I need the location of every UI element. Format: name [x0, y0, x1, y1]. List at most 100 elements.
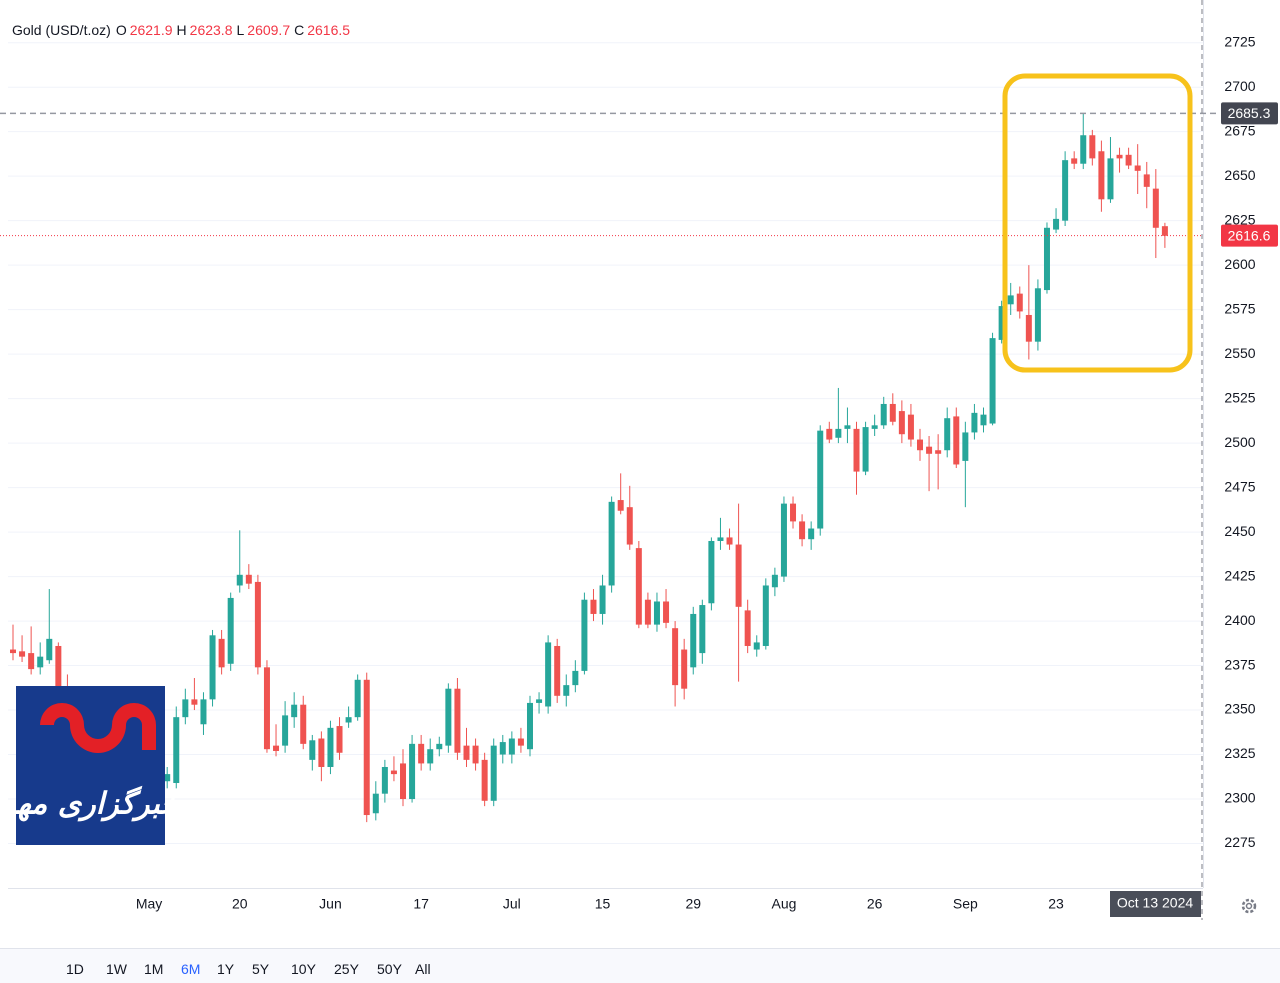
- y-tick-label: 2650: [1224, 167, 1255, 183]
- candle-body: [1161, 226, 1168, 236]
- range-button[interactable]: 10Y: [291, 961, 316, 977]
- candle-body: [409, 743, 416, 800]
- candle-body: [889, 403, 896, 422]
- candle-body: [771, 574, 778, 588]
- candle-body: [572, 670, 579, 686]
- x-tick-label: 17: [413, 896, 429, 912]
- y-tick-label: 2675: [1224, 122, 1255, 138]
- candle-body: [508, 738, 515, 755]
- candle-body: [19, 651, 26, 657]
- range-button[interactable]: 1Y: [217, 961, 235, 977]
- candle-body: [635, 548, 642, 625]
- candle-body: [853, 428, 860, 472]
- candle-body: [427, 749, 434, 764]
- symbol: Gold (USD/t.oz): [12, 22, 111, 38]
- candle-body: [390, 770, 397, 775]
- range-button[interactable]: 1D: [66, 961, 84, 977]
- y-tick-label: 2525: [1224, 389, 1255, 405]
- logo-text: خبرگزاری مهر: [0, 786, 181, 822]
- candle-body: [644, 599, 651, 625]
- candle-body: [372, 793, 379, 814]
- candle-body: [164, 774, 171, 782]
- range-button[interactable]: 50Y: [377, 961, 402, 977]
- y-tick-label: 2300: [1224, 790, 1255, 806]
- candle-body: [554, 645, 561, 696]
- candle-body: [1134, 165, 1141, 171]
- candle-body: [191, 699, 198, 705]
- candle-body: [735, 544, 742, 607]
- candle-body: [472, 745, 479, 764]
- range-button[interactable]: 5Y: [252, 961, 270, 977]
- candle-body: [717, 537, 724, 541]
- y-tick-label: 2550: [1224, 345, 1255, 361]
- logo-mark: [40, 703, 156, 753]
- candle-body: [273, 745, 280, 751]
- x-tick-label: May: [136, 896, 162, 912]
- chart: خبرگزاری مهر 2275 2300 2325 2350 2375 2400 242…: [0, 0, 1278, 920]
- candle-body: [880, 403, 887, 426]
- candle-body: [672, 628, 679, 686]
- candle-body: [526, 702, 533, 750]
- y-tick-label: 2450: [1224, 523, 1255, 539]
- candle-body: [445, 688, 452, 746]
- range-button[interactable]: 6M: [181, 961, 201, 977]
- candle-body: [844, 425, 851, 429]
- last-price-label: 2616.6: [1228, 227, 1271, 243]
- candle-body: [182, 699, 189, 718]
- range-button[interactable]: 1W: [106, 961, 127, 977]
- candle-body: [327, 727, 334, 767]
- candle-body: [263, 667, 270, 750]
- candle-body: [545, 642, 552, 707]
- y-tick-label: 2700: [1224, 78, 1255, 94]
- candle-body: [808, 528, 815, 540]
- candle-body: [780, 503, 787, 577]
- range-button[interactable]: 25Y: [334, 961, 359, 977]
- y-tick-label: 2375: [1224, 656, 1255, 672]
- candle-body: [708, 540, 715, 604]
- legend: Gold (USD/t.oz) O 2621.9 H 2623.8 L 2609.7 C 261…: [12, 22, 354, 38]
- candle-body: [55, 645, 62, 689]
- candle-body: [799, 521, 806, 540]
- candle-body: [744, 610, 751, 646]
- legend-value: 2609.7: [247, 22, 291, 38]
- logo: خبرگزاری مهر: [0, 686, 181, 845]
- last-price-badge: [1221, 224, 1278, 247]
- legend-key: O: [115, 22, 127, 38]
- y-tick-label: 2600: [1224, 256, 1255, 272]
- axis-border: [1203, 0, 1204, 888]
- candle-body: [1007, 295, 1014, 305]
- candle-body: [1125, 154, 1132, 166]
- candle-body: [463, 745, 470, 760]
- candle-body: [363, 679, 370, 816]
- candle-body: [699, 605, 706, 654]
- x-tick-label: Sep: [953, 896, 978, 912]
- candles: [10, 113, 1168, 823]
- y-tick-label: 2725: [1224, 33, 1255, 49]
- candle-body: [817, 430, 824, 529]
- legend-key: L: [236, 22, 245, 38]
- x-tick-label: 15: [595, 896, 611, 912]
- candle-body: [663, 601, 670, 623]
- candle-body: [354, 679, 361, 718]
- candle-body: [862, 427, 869, 472]
- candle-body: [245, 574, 252, 584]
- candle-body: [282, 715, 289, 746]
- candle-body: [400, 763, 407, 800]
- candle-body: [989, 338, 996, 424]
- candle-body: [454, 688, 461, 753]
- candle-body: [1025, 314, 1032, 342]
- candle-body: [1034, 288, 1041, 342]
- candle-body: [209, 635, 216, 700]
- candle-body: [1116, 154, 1123, 159]
- candle-body: [599, 585, 606, 614]
- range-button[interactable]: 1M: [144, 961, 164, 977]
- crosshair-label: Oct 13 2024: [1117, 895, 1193, 911]
- settings-icon[interactable]: [1241, 898, 1257, 914]
- grid: [8, 42, 1203, 845]
- candle-body: [653, 601, 660, 625]
- legend-value: 2623.8: [189, 22, 233, 38]
- candle-body: [926, 446, 933, 454]
- range-button[interactable]: All: [415, 961, 431, 977]
- y-tick-label: 2475: [1224, 478, 1255, 494]
